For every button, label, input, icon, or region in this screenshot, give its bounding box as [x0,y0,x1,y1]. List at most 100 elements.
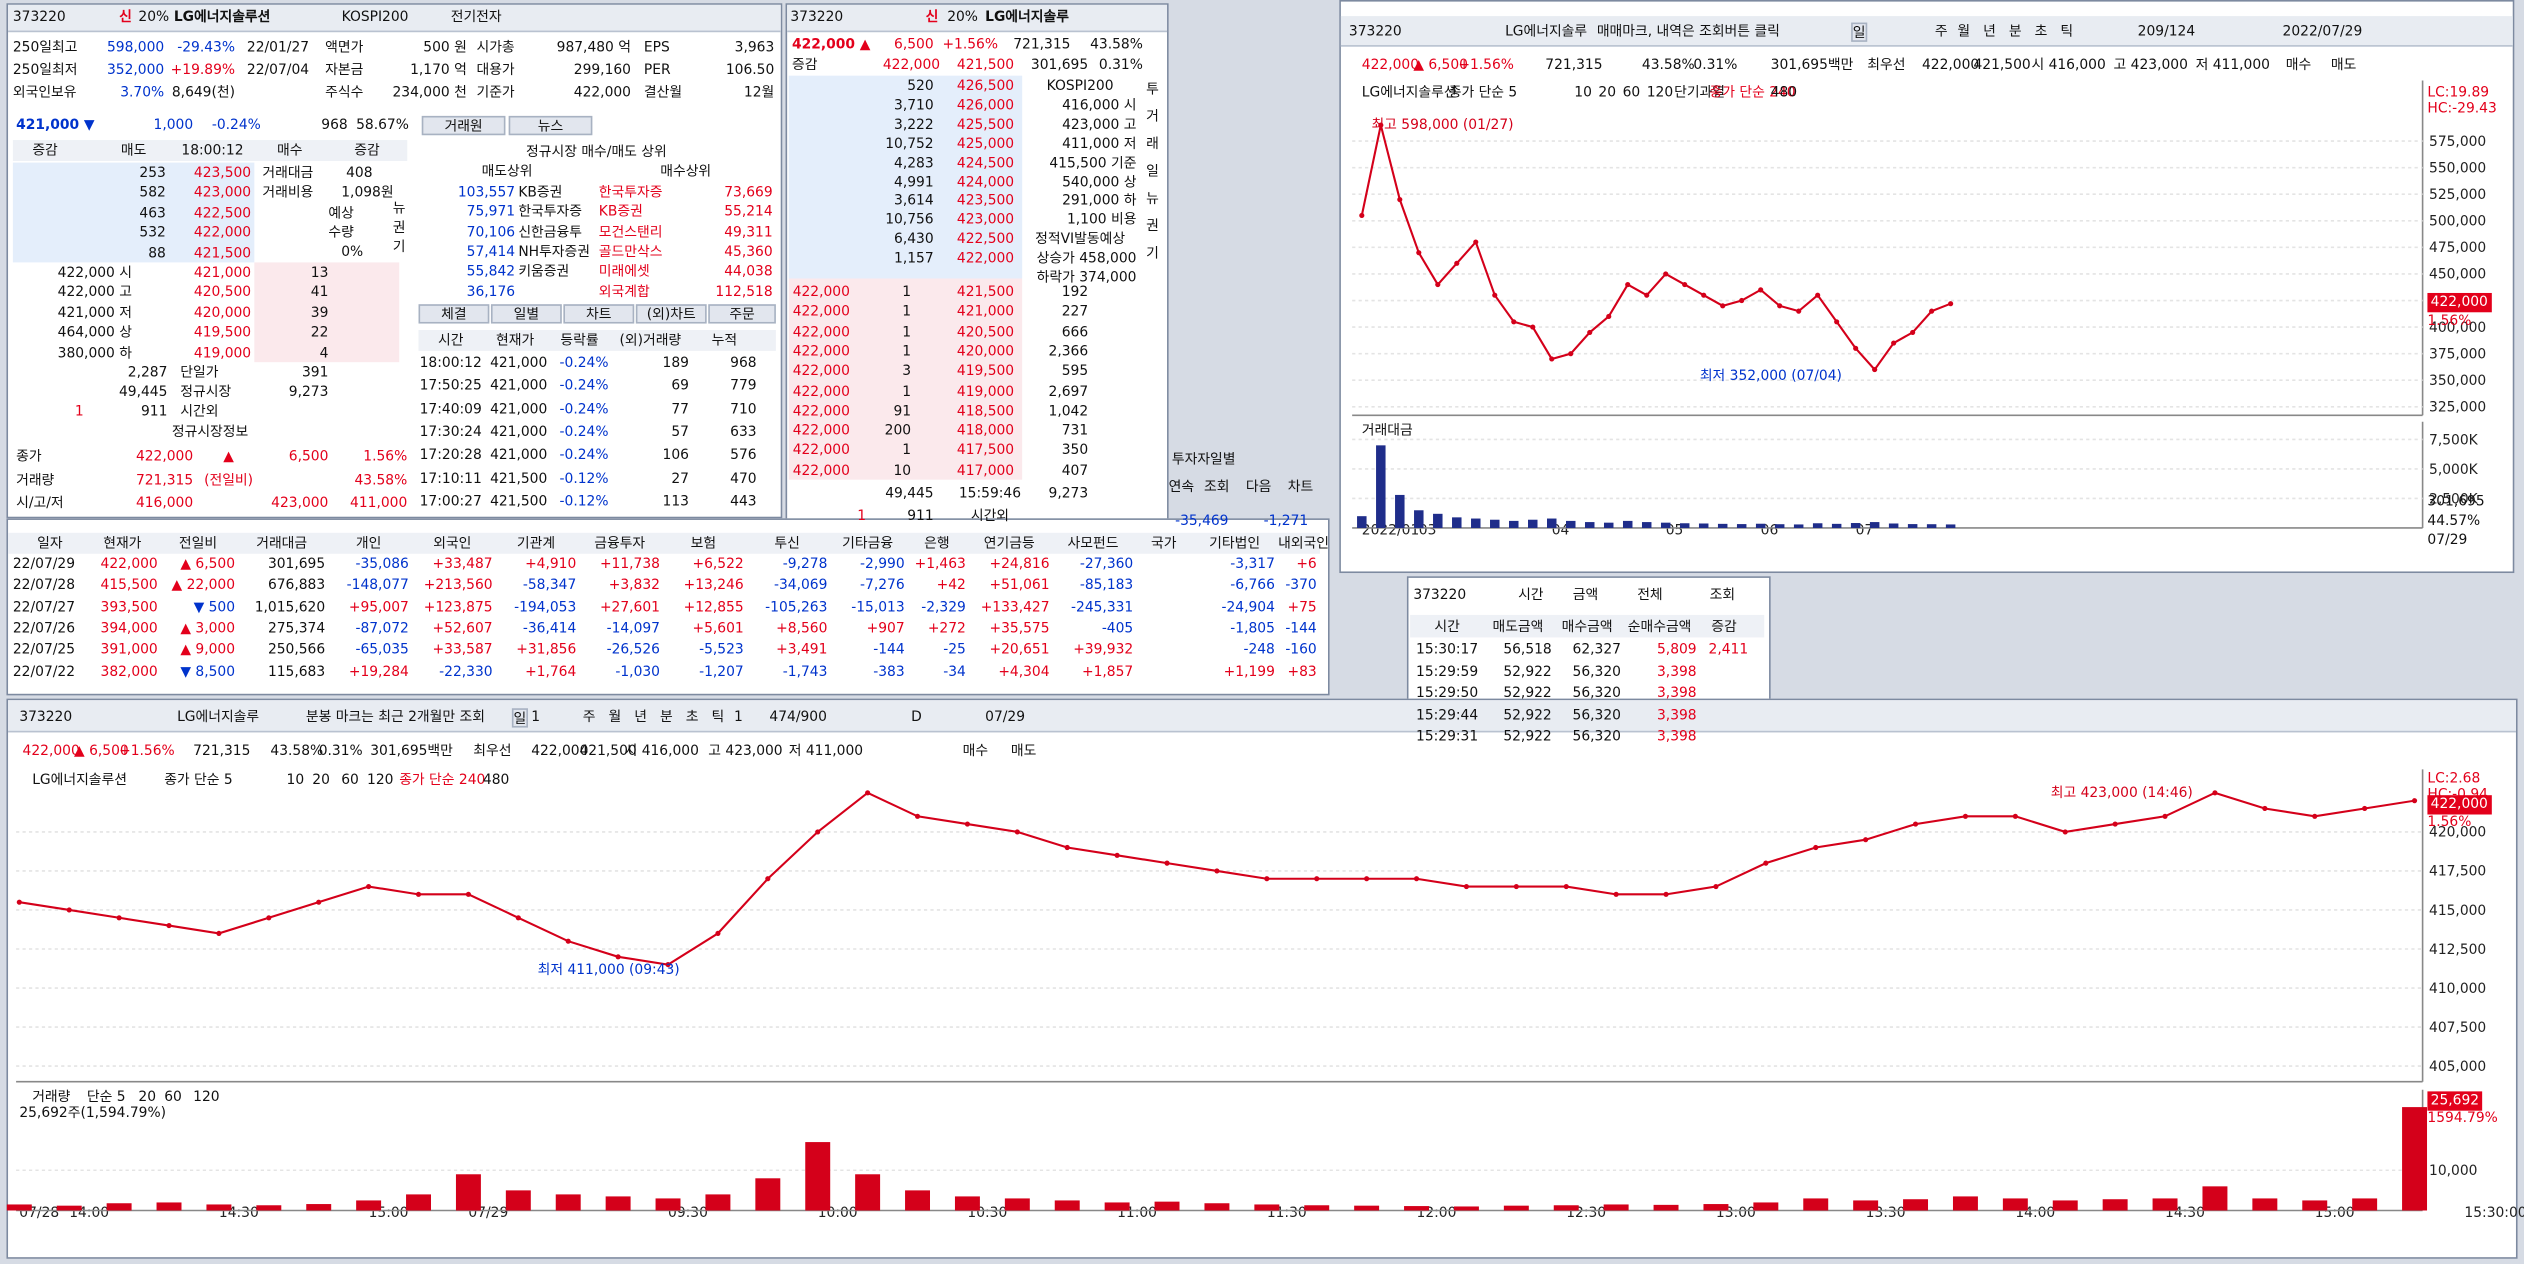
ask-area [12,162,255,263]
info-cell: 자본금 [325,62,364,79]
bid-cell: 10 [893,463,912,480]
side-label: 301,695 [2427,494,2485,511]
volume-bar [1907,524,1918,528]
ask-cell: 423,500 [956,193,1015,210]
info-field: 저 411,000 [788,743,864,760]
price-point [1912,821,1919,827]
bid-cell: 422,000 [792,463,850,480]
toolbar-field: 1 [531,709,541,726]
volume-bar [106,1203,132,1211]
price-point [515,915,521,921]
volume-bar [2002,1198,2028,1211]
broker-cell: 70,106 [466,224,516,241]
volume-bar [1717,523,1728,528]
volume-bar [705,1194,731,1211]
investor-cell: -370 [1285,578,1317,595]
investor-cell: +24,816 [989,556,1050,574]
ask-cell: 10,752 [885,136,934,153]
investor-cell: -35,086 [355,556,409,574]
bid-cell: 420,500 [956,324,1015,341]
section-title: 정규시장정보 [171,424,249,442]
trade-cell: 27 [671,470,689,487]
volume-bar [1054,1200,1080,1211]
bid-cell: 22 [310,325,329,342]
volume-bar [1490,519,1500,528]
toolbar-field: 373220 [1348,24,1402,41]
volume-bar [2152,1198,2178,1211]
legend-entry: 25,692주(1,594.79%) [19,1105,167,1122]
info-field: +1.56% [1458,57,1514,75]
broker-cell: 한국투자증 [598,185,663,202]
trade-cell: 470 [730,470,757,487]
investor-cell: ▲ 3,000 [180,621,236,638]
y-tick-label: 420,000 [2429,825,2486,841]
orderbook-info: 상승가 458,000 [1036,251,1137,268]
volume-bar [2302,1200,2328,1211]
session-cell: 721,315 [135,472,194,489]
header-bg [418,329,776,351]
legend-entry: 60 [1622,85,1641,102]
investor-cell: +13,246 [683,578,744,595]
price-point [2112,821,2118,827]
legend-entry: LG에너지솔루션 [1361,85,1457,102]
price-point [1014,829,1020,835]
info-field: ▲ 6,500 [1413,57,1468,75]
price-point [16,899,22,905]
trade-cell: 421,000 [490,401,548,418]
volume-bar [1553,1205,1579,1211]
legend-entry: 단순 5 [86,1089,126,1106]
price-point [1891,340,1897,346]
bid-cell: 419,000 [193,345,252,362]
price-point [1663,891,1669,897]
investor-cell: +33,487 [432,556,493,574]
bid-cell: 2,697 [1048,383,1089,401]
side-label: LC:19.89 [2427,85,2490,102]
bid-cell: 39 [310,305,329,322]
footer-cell: 49,445 [885,486,934,503]
trade-cell: 77 [671,401,689,418]
ask-cell: 582 [139,185,166,202]
program-cell: 52,922 [1503,685,1552,702]
volume-bar [2052,1200,2078,1211]
bid-cell: 421,000 [193,265,252,282]
ask-cell: 422,500 [193,205,252,222]
session-cell: (전일비) [204,472,254,489]
price-point [665,962,671,968]
legend-entry: 종가 단순 5 [1448,85,1518,102]
bid-cell: 595 [1061,364,1089,381]
price-point [1513,883,1519,890]
info-cell: 598,000 [106,40,165,57]
price-point [1492,292,1498,298]
price-point [1929,308,1935,314]
toolbar-field: 373220 [1413,587,1467,604]
info-cell: 외국인보유 [12,85,77,102]
bid-cell: 422,000 [792,364,850,381]
volume-bar [1603,1204,1629,1211]
broker-cell: 미래에셋 [598,264,650,281]
side-tab: 래 [1146,136,1159,153]
info-cell: 22/07/04 [246,62,310,79]
investor-cell: 391,000 [100,642,158,659]
tab: 뉴스 [508,115,593,136]
side-label: 07/29 [2427,532,2468,549]
volume-bar [1812,523,1823,528]
info-cell: 1,170 억 [410,62,467,79]
info-field: 721,315 [193,743,251,760]
broker-cell: 57,414 [466,244,516,261]
toolbar-field: 틱 [711,709,725,726]
price-point [1264,876,1270,882]
price-point [1314,876,1320,882]
bid-cell: 422,000 고 [57,285,132,302]
price-line [1360,124,1952,372]
intraday-chart-window [6,698,2518,1259]
price-point [1463,883,1470,890]
price-point [1164,860,1170,866]
investor-header: 투신 [774,536,800,553]
info-field: 매도 [2330,57,2357,75]
ask-side: 수량 [328,225,354,242]
header-field: 신 [119,9,132,26]
program-cell: 15:29:59 [1416,664,1479,681]
trade-cell: -0.24% [559,401,609,418]
price-point [366,883,372,890]
header-field: 신 [925,9,939,26]
